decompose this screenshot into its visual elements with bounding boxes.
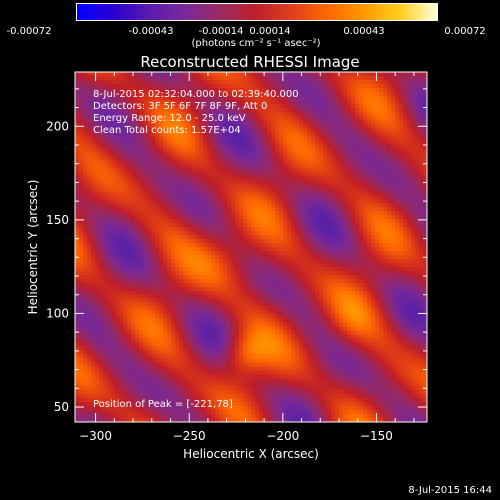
y-tick-label: 200 (46, 119, 69, 133)
y-tick-label: 100 (46, 306, 69, 320)
colorbar-units: (photons cm⁻² s⁻¹ asec⁻²) (191, 38, 321, 49)
chart-title: Reconstructed RHESSI Image (140, 53, 360, 71)
colorbar-tick-label: -0.00072 (6, 26, 52, 37)
colorbar-tick-label: 0.00014 (249, 26, 291, 37)
footer-date: 8-Jul-2015 16:44 (408, 485, 492, 496)
y-tick-label: 50 (54, 400, 69, 414)
colorbar-gradient (76, 3, 438, 21)
info-energy: Energy Range: 12.0 - 25.0 keV (93, 113, 246, 124)
info-detectors: Detectors: 3F 5F 6F 7F 8F 9F, Att 0 (93, 101, 268, 112)
info-time-range: 8-Jul-2015 02:32:04.000 to 02:39:40.000 (93, 89, 299, 100)
x-tick-label: −250 (173, 429, 206, 443)
colorbar-tick-label: -0.00014 (198, 26, 244, 37)
x-tick-label: −150 (360, 429, 393, 443)
x-axis-label: Heliocentric X (arcsec) (183, 447, 319, 461)
info-clean: Clean Total counts: 1.57E+04 (93, 125, 241, 136)
x-tick-label: −300 (79, 429, 112, 443)
colorbar-tick-label: 0.00043 (343, 26, 385, 37)
colorbar-tick-label: -0.00043 (128, 26, 174, 37)
y-tick-label: 150 (46, 213, 69, 227)
y-axis-label: Heliocentric Y (arcsec) (26, 179, 40, 315)
info-peak-position: Position of Peak = [-221,78] (93, 399, 233, 410)
colorbar (76, 3, 438, 21)
x-tick-label: −200 (266, 429, 299, 443)
colorbar-tick-label: 0.00072 (444, 26, 486, 37)
